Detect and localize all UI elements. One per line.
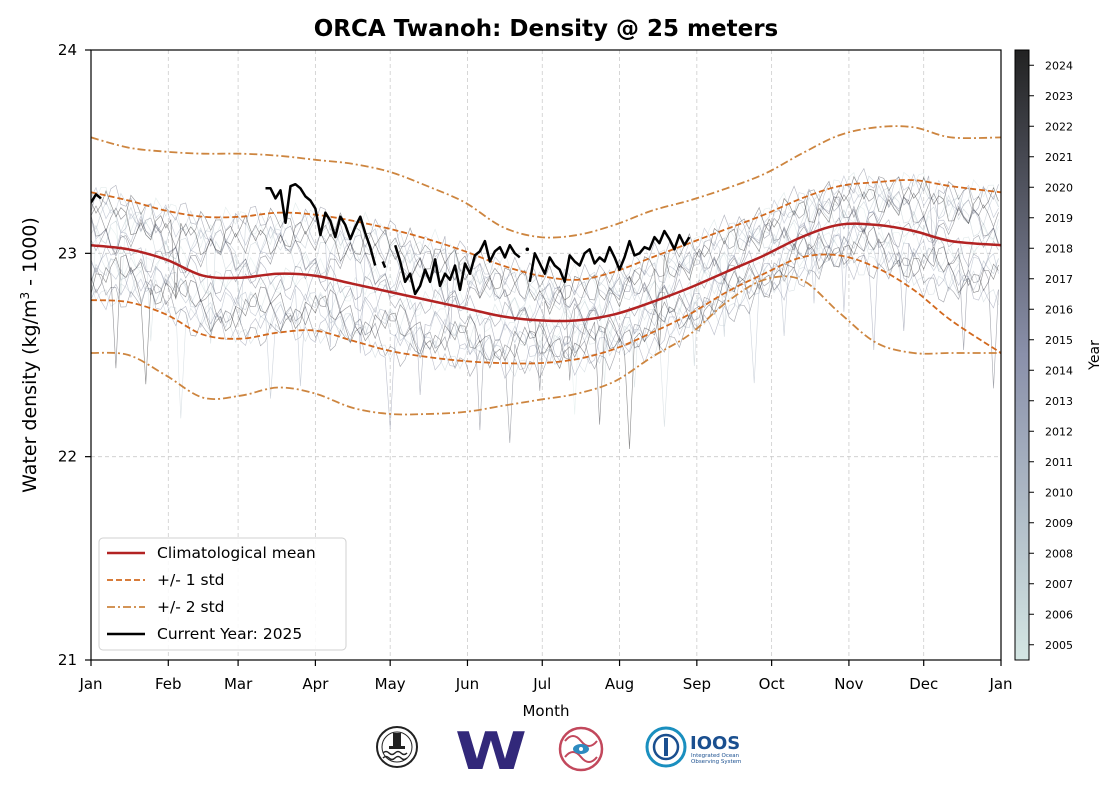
year-trace-2015 xyxy=(91,239,999,429)
x-tick-label: Feb xyxy=(155,675,182,693)
x-tick-label: Aug xyxy=(605,675,634,693)
colorbar-tick-label: 2024 xyxy=(1045,59,1073,72)
year-trace-2009 xyxy=(91,184,999,367)
year-trace-2012 xyxy=(91,224,999,387)
colorbar-tick-label: 2015 xyxy=(1045,334,1073,347)
current-year-line xyxy=(91,182,691,296)
minus-2std-line xyxy=(91,275,1001,416)
ioos-logo-text: IOOS xyxy=(690,733,740,754)
x-tick-label: Jan xyxy=(78,675,102,693)
chart-title: ORCA Twanoh: Density @ 25 meters xyxy=(314,16,778,42)
year-trace-2018 xyxy=(91,205,999,431)
legend: Climatological mean +/- 1 std +/- 2 std … xyxy=(98,537,347,651)
colorbar-tick-label: 2012 xyxy=(1045,425,1073,438)
colorbar-tick-label: 2007 xyxy=(1045,578,1073,591)
x-tick-label: Sep xyxy=(683,675,711,693)
x-axis: Jan Feb Mar Apr May Jun Jul Aug Sep Oct Nov Dec Jan xyxy=(78,660,1013,693)
year-trace-2020 xyxy=(91,194,999,391)
year-trace-2021 xyxy=(91,176,999,381)
x-tick-label: Mar xyxy=(224,675,253,693)
colorbar: 2005 2006 2007 2008 2009 2010 2011 2012 2013 2014… xyxy=(1014,49,1103,661)
y-tick-label: 21 xyxy=(58,651,77,669)
colorbar-label: Year xyxy=(1087,340,1103,371)
year-trace-2022 xyxy=(91,226,999,425)
colorbar-tick-label: 2022 xyxy=(1045,120,1073,133)
x-tick-label: Oct xyxy=(759,675,785,693)
legend-label-1std: +/- 1 std xyxy=(157,571,225,589)
colorbar-tick-label: 2018 xyxy=(1045,242,1073,255)
y-tick-label: 22 xyxy=(58,448,77,466)
current-year-segment xyxy=(528,229,691,284)
year-trace-2010 xyxy=(91,175,999,337)
logo-row: W IOOS Integrated Ocean Observing System xyxy=(376,720,741,781)
grid-lines xyxy=(91,50,1001,660)
y-tick-label: 24 xyxy=(58,41,77,59)
colorbar-tick-label: 2020 xyxy=(1045,181,1073,194)
colorbar-tick-label: 2005 xyxy=(1045,639,1073,652)
ioos-logo-subtext1: Integrated Ocean xyxy=(691,753,740,759)
year-trace-2007 xyxy=(91,213,999,388)
historical-years-lines xyxy=(91,167,999,450)
colorbar-tick-label: 2016 xyxy=(1045,303,1073,316)
x-tick-label: Dec xyxy=(909,675,938,693)
current-year-segment xyxy=(265,182,377,266)
year-trace-2005 xyxy=(91,205,999,415)
legend-label-2std: +/- 2 std xyxy=(157,598,225,616)
x-axis-label: Month xyxy=(522,702,569,720)
ioos-logo-subtext2: Observing System xyxy=(691,759,741,765)
x-tick-label: Jan xyxy=(988,675,1012,693)
colorbar-tick-label: 2013 xyxy=(1045,395,1073,408)
legend-box xyxy=(98,537,347,651)
colorbar-tick-label: 2019 xyxy=(1045,212,1073,225)
plus-1std-line xyxy=(91,179,1001,281)
plus-2std-line xyxy=(91,125,1001,239)
year-trace-2017 xyxy=(91,167,999,339)
y-axis: 21 22 23 24 xyxy=(58,41,91,669)
colorbar-ticks: 2005 2006 2007 2008 2009 2010 2011 2012 2013 2014… xyxy=(1029,59,1073,652)
x-tick-label: Apr xyxy=(302,675,329,693)
current-year-segment xyxy=(91,193,102,204)
colorbar-tick-label: 2021 xyxy=(1045,151,1073,164)
colorbar-tick-label: 2008 xyxy=(1045,547,1073,560)
x-tick-label: Jul xyxy=(532,675,551,693)
ioos-logo: IOOS Integrated Ocean Observing System xyxy=(645,726,741,768)
current-year-segment xyxy=(394,239,521,296)
plot-frame xyxy=(90,49,1002,661)
colorbar-tick-label: 2010 xyxy=(1045,486,1073,499)
x-tick-label: May xyxy=(375,675,406,693)
colorbar-gradient xyxy=(1014,49,1030,661)
year-trace-2006 xyxy=(91,171,999,384)
year-trace-2023 xyxy=(91,227,999,450)
climatological-mean-line xyxy=(91,222,1001,323)
colorbar-tick-label: 2009 xyxy=(1045,517,1073,530)
legend-label-current: Current Year: 2025 xyxy=(157,625,302,643)
current-year-point xyxy=(525,247,530,252)
x-tick-label: Jun xyxy=(455,675,479,693)
colorbar-tick-label: 2014 xyxy=(1045,364,1073,377)
y-axis-label: Water density (kg/m3 - 1000) xyxy=(18,217,41,493)
x-tick-label: Nov xyxy=(834,675,863,693)
uw-logo: W xyxy=(455,720,527,781)
minus-1std-line xyxy=(91,253,1001,365)
colorbar-tick-label: 2017 xyxy=(1045,273,1073,286)
nanoos-logo xyxy=(558,726,604,772)
uw-logo-letter: W xyxy=(455,720,527,781)
colorbar-tick-label: 2011 xyxy=(1045,456,1073,469)
colorbar-tick-label: 2006 xyxy=(1045,608,1073,621)
orca-buoy-logo xyxy=(376,726,418,768)
legend-label-mean: Climatological mean xyxy=(157,544,316,562)
climatology-lines xyxy=(91,125,1001,416)
y-tick-label: 23 xyxy=(58,244,77,262)
current-year-segment xyxy=(381,261,387,269)
year-trace-2024 xyxy=(91,175,999,351)
colorbar-tick-label: 2023 xyxy=(1045,90,1073,103)
year-trace-2019 xyxy=(91,235,999,443)
